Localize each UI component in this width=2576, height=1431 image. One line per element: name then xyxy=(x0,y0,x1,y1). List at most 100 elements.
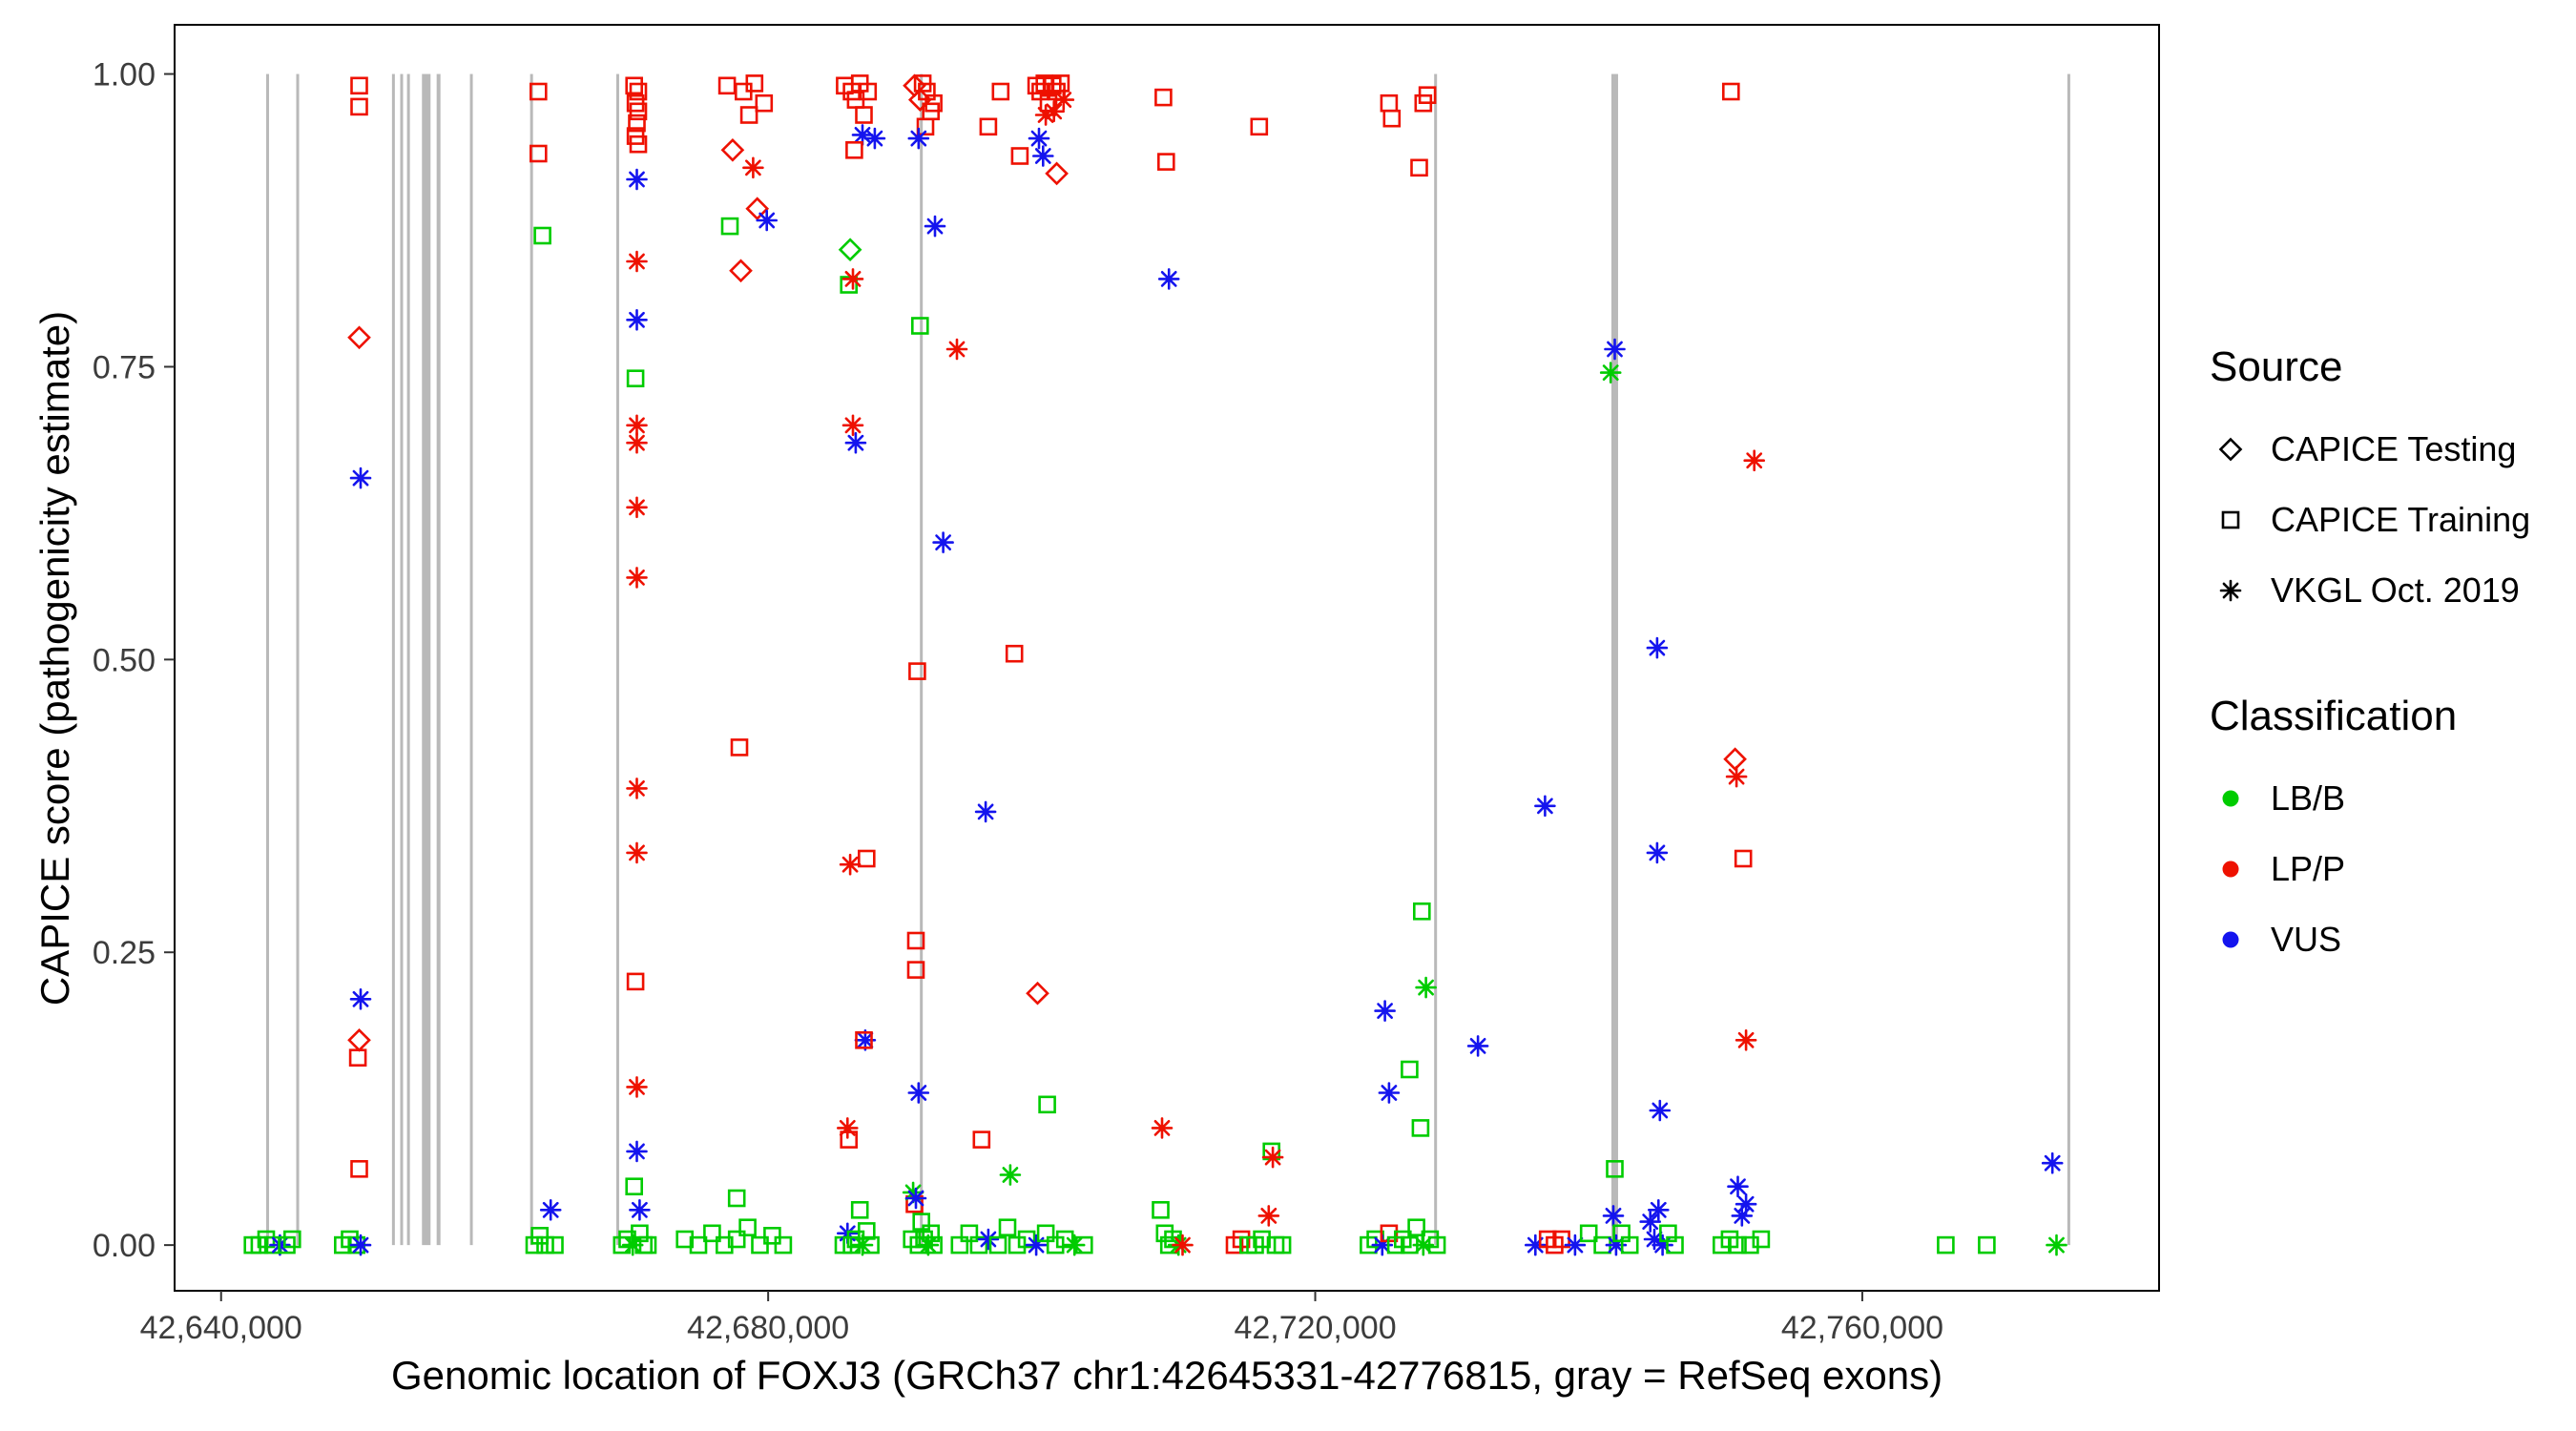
data-point xyxy=(908,662,926,680)
data-point xyxy=(841,268,864,290)
data-point xyxy=(626,567,648,589)
data-point xyxy=(530,1227,550,1245)
legend: Source CAPICE Testing CAPICE Training VKGL … xyxy=(2210,343,2530,975)
data-point xyxy=(626,841,648,864)
dot-icon xyxy=(2222,861,2239,878)
data-point xyxy=(1734,849,1753,868)
data-point xyxy=(1378,1082,1401,1104)
legend-item-square: CAPICE Training xyxy=(2210,485,2530,555)
data-point xyxy=(1172,1234,1194,1256)
data-point xyxy=(1525,1234,1547,1256)
data-point xyxy=(1051,74,1070,93)
exon-mark xyxy=(406,73,410,1246)
data-point xyxy=(1034,104,1057,126)
data-point xyxy=(932,531,954,553)
data-point xyxy=(922,1224,941,1243)
y-tick-label: 0.00 xyxy=(93,1228,156,1264)
data-point xyxy=(1075,1235,1093,1255)
legend-item-diamond: CAPICE Testing xyxy=(2210,414,2530,485)
data-point xyxy=(629,1199,651,1221)
legend-item-asterisk: VKGL Oct. 2019 xyxy=(2210,555,2530,626)
data-point xyxy=(751,1235,769,1255)
data-point xyxy=(902,1181,924,1204)
legend-item-lb: LB/B xyxy=(2210,763,2530,834)
data-point xyxy=(1028,127,1050,150)
data-point xyxy=(912,1213,931,1231)
data-point xyxy=(1164,1230,1182,1249)
data-point xyxy=(536,1235,554,1255)
data-point xyxy=(917,1234,940,1256)
data-point xyxy=(1604,338,1626,361)
data-point xyxy=(1017,1230,1036,1249)
data-point xyxy=(745,74,764,93)
exon-mark xyxy=(1434,73,1438,1246)
data-point xyxy=(1032,145,1054,167)
data-point xyxy=(739,106,758,124)
square-icon xyxy=(2221,510,2240,529)
data-point xyxy=(1063,1234,1086,1256)
data-point xyxy=(836,1117,859,1139)
data-point xyxy=(347,325,371,350)
data-point xyxy=(278,1235,296,1255)
data-point xyxy=(1253,1230,1271,1249)
exon-mark xyxy=(422,73,431,1246)
legend-item-square-label: CAPICE Training xyxy=(2271,500,2531,539)
x-tick-label: 42,720,000 xyxy=(1234,1310,1396,1346)
data-point xyxy=(1427,1235,1446,1255)
data-point xyxy=(1261,1146,1284,1169)
y-tick-label: 0.25 xyxy=(93,935,156,971)
data-point xyxy=(1978,1235,1996,1255)
data-point xyxy=(621,1234,644,1256)
data-point xyxy=(969,1235,988,1255)
data-point xyxy=(638,1235,657,1255)
data-point xyxy=(1534,795,1556,818)
data-point xyxy=(906,931,925,950)
data-point xyxy=(626,431,648,454)
data-point xyxy=(1407,1218,1425,1236)
data-point xyxy=(1055,1230,1074,1249)
legend-spacer xyxy=(2210,626,2530,693)
data-point xyxy=(839,853,862,876)
data-point xyxy=(1008,1235,1027,1255)
data-point xyxy=(745,197,770,221)
data-point xyxy=(1729,1235,1747,1255)
data-point xyxy=(850,1201,869,1219)
data-point xyxy=(626,778,648,799)
data-point xyxy=(1605,1234,1628,1256)
data-point xyxy=(720,137,745,162)
legend-item-vus: VUS xyxy=(2210,904,2530,975)
data-point xyxy=(1045,161,1069,186)
data-point xyxy=(859,82,878,101)
data-point xyxy=(1735,1029,1757,1051)
data-point xyxy=(755,93,774,113)
data-point xyxy=(715,1235,734,1255)
data-point xyxy=(350,1160,368,1178)
legend-title-source: Source xyxy=(2210,343,2343,390)
exon-mark xyxy=(391,73,395,1246)
data-point xyxy=(840,276,859,294)
data-point xyxy=(1010,147,1029,165)
dot-icon xyxy=(2222,931,2239,948)
y-tick-label: 1.00 xyxy=(93,57,156,93)
data-point xyxy=(1152,1201,1170,1219)
data-point xyxy=(774,1235,793,1255)
data-point xyxy=(717,76,737,95)
data-point xyxy=(1151,1117,1174,1139)
data-point xyxy=(960,1224,979,1243)
data-point xyxy=(838,238,862,262)
data-point xyxy=(862,1235,880,1255)
data-point xyxy=(1722,82,1740,101)
data-point xyxy=(546,1235,564,1255)
data-point xyxy=(1418,86,1437,104)
data-point xyxy=(906,961,925,979)
data-point xyxy=(1731,1205,1754,1227)
data-point xyxy=(730,738,749,757)
data-point xyxy=(998,1218,1017,1236)
data-point xyxy=(529,82,548,101)
data-point xyxy=(282,1230,301,1249)
x-tick-label: 42,760,000 xyxy=(1781,1310,1943,1346)
data-point xyxy=(1026,981,1049,1006)
exon-mark xyxy=(265,73,269,1246)
data-point xyxy=(703,1224,721,1243)
data-point xyxy=(1052,89,1075,111)
